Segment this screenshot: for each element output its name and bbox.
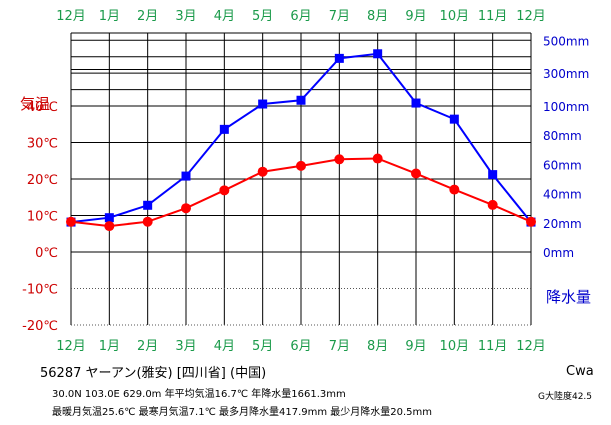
month-label: 10月 — [440, 339, 470, 354]
temperature-series — [66, 153, 536, 232]
precipitation-tick-label: 100mm — [543, 100, 589, 114]
month-label: 12月 — [56, 339, 86, 354]
precipitation-tick-label: 500mm — [543, 34, 589, 48]
month-label: 6月 — [290, 339, 311, 354]
month-label: 1月 — [99, 9, 120, 24]
precipitation-marker — [373, 49, 383, 59]
month-label: 12月 — [56, 9, 86, 24]
month-label: 2月 — [137, 9, 158, 24]
temperature-marker — [181, 203, 191, 214]
temperature-marker — [296, 160, 306, 171]
precipitation-axis-title: 降水量 — [546, 288, 591, 306]
month-label: 5月 — [252, 339, 273, 354]
temperature-tick-label: 40℃ — [27, 100, 58, 115]
temperature-marker — [142, 216, 153, 227]
temperature-marker — [334, 154, 345, 165]
precipitation-marker — [488, 170, 498, 180]
station-summary-line-1: 30.0N 103.0E 629.0m 年平均気温16.7℃ 年降水量1661.… — [52, 389, 346, 400]
temperature-axis-title: 気温 — [20, 95, 50, 113]
precipitation-marker — [181, 171, 191, 181]
precipitation-tick-label: 60mm — [543, 158, 582, 172]
month-label: 9月 — [405, 339, 426, 354]
temperature-tick-labels: 40℃ 30℃ 20℃ 10℃ 0℃ -10℃ -20℃ — [22, 100, 58, 334]
month-label: 9月 — [405, 9, 426, 24]
precipitation-marker — [411, 98, 421, 108]
temperature-tick-label: 20℃ — [27, 173, 58, 188]
temperature-tick-label: 10℃ — [27, 210, 58, 225]
precipitation-tick-label: 0mm — [543, 246, 574, 260]
temperature-marker — [487, 199, 498, 210]
temperature-marker — [104, 221, 115, 232]
station-name: 56287 ヤーアン(雅安) [四川省] (中国) — [40, 366, 267, 381]
month-label: 4月 — [214, 9, 235, 24]
temperature-marker — [411, 168, 421, 179]
precipitation-marker — [104, 213, 114, 223]
temperature-marker — [526, 216, 536, 227]
month-label: 1月 — [99, 339, 120, 354]
precipitation-marker — [449, 114, 459, 124]
month-label: 11月 — [478, 339, 508, 354]
month-label: 12月 — [516, 339, 546, 354]
temperature-tick-label: 0℃ — [35, 246, 58, 261]
continentality-index: G大陸度42.5 — [538, 392, 593, 402]
month-label: 4月 — [214, 339, 235, 354]
precipitation-tick-labels: 500mm 300mm 100mm 80mm 60mm 40mm 20mm 0mm — [543, 34, 589, 260]
month-label: 7月 — [329, 339, 350, 354]
climate-classification: Cwa — [566, 364, 594, 379]
chart-gridlines — [70, 32, 532, 326]
temperature-marker — [66, 216, 76, 227]
month-label: 8月 — [367, 9, 388, 24]
temperature-tick-label: -20℃ — [22, 319, 58, 334]
precipitation-marker — [296, 95, 306, 105]
month-label: 3月 — [175, 9, 196, 24]
temperature-marker — [257, 166, 268, 177]
month-labels-bottom: 12月 1月 2月 3月 4月 5月 6月 7月 8月 9月 10月 11月 12月 — [56, 339, 546, 354]
month-labels-top: 12月 1月 2月 3月 4月 5月 6月 7月 8月 9月 10月 11月 12月 — [56, 9, 546, 24]
precipitation-marker — [143, 200, 153, 210]
month-label: 7月 — [329, 9, 350, 24]
temperature-marker — [219, 185, 230, 196]
month-label: 3月 — [175, 339, 196, 354]
precipitation-marker — [334, 53, 344, 63]
precipitation-marker — [258, 99, 268, 109]
precipitation-marker — [219, 124, 229, 134]
precipitation-tick-label: 300mm — [543, 67, 589, 81]
month-label: 5月 — [252, 9, 273, 24]
temperature-tick-label: 30℃ — [27, 137, 58, 152]
month-label: 6月 — [290, 9, 311, 24]
month-label: 10月 — [440, 9, 470, 24]
temperature-marker — [449, 184, 460, 195]
precipitation-tick-label: 20mm — [543, 217, 582, 231]
station-summary-line-2: 最暖月気温25.6℃ 最寒月気温7.1℃ 最多月降水量417.9mm 最少月降水… — [52, 407, 433, 418]
temperature-tick-label: -10℃ — [22, 283, 58, 298]
temperature-marker — [372, 153, 383, 164]
precipitation-tick-label: 40mm — [543, 188, 582, 202]
month-label: 8月 — [367, 339, 388, 354]
month-label: 12月 — [516, 9, 546, 24]
month-label: 2月 — [137, 339, 158, 354]
precipitation-tick-label: 80mm — [543, 129, 582, 143]
month-label: 11月 — [478, 9, 508, 24]
